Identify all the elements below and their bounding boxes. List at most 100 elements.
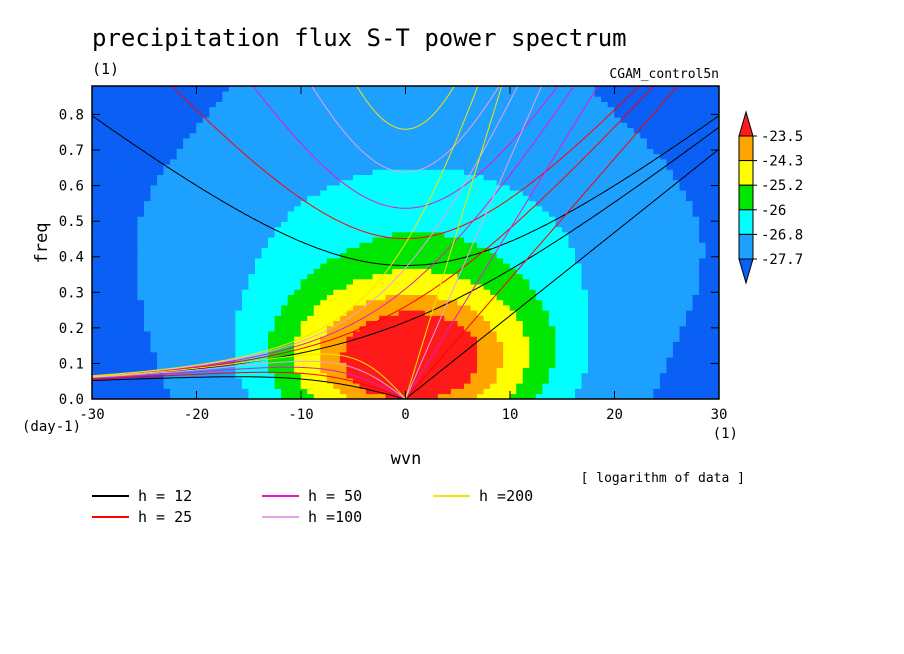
spectrum-cell [385,388,393,395]
spectrum-cell [522,263,530,269]
spectrum-cell [352,190,361,196]
spectrum-cell [183,268,191,275]
spectrum-cell [150,263,158,269]
spectrum-cell [183,372,191,379]
spectrum-cell [294,341,302,348]
spectrum-cell [614,216,622,222]
spectrum-cell [215,221,223,228]
spectrum-cell [457,179,465,186]
spectrum-cell [627,221,635,228]
spectrum-cell [183,283,191,290]
spectrum-cell [163,247,171,254]
spectrum-cell [385,216,393,222]
spectrum-cell [307,190,315,196]
spectrum-cell [457,200,465,207]
spectrum-cell [601,336,609,342]
spectrum-cell [320,351,328,358]
spectrum-cell [104,294,112,301]
spectrum-cell [307,117,315,123]
spectrum-cell [346,356,354,363]
spectrum-cell [470,158,478,165]
spectrum-cell [450,132,459,139]
spectrum-cell [222,184,230,191]
spectrum-cell [137,236,145,243]
spectrum-cell [346,122,354,129]
spectrum-cell [359,231,367,238]
spectrum-cell [117,96,125,102]
spectrum-cell [418,86,426,92]
spectrum-cell [307,283,315,290]
spectrum-cell [157,351,165,358]
spectrum-cell [215,106,223,113]
spectrum-cell [261,122,269,129]
spectrum-cell [542,320,550,327]
spectrum-cell [222,210,230,217]
spectrum-cell [307,184,315,191]
spectrum-cell [117,315,125,322]
spectrum-cell [130,299,139,306]
spectrum-cell [372,383,380,389]
spectrum-cell [516,252,524,259]
spectrum-cell [411,195,419,202]
spectrum-cell [111,320,119,327]
spectrum-cell [92,106,99,113]
spectrum-cell [254,346,263,353]
spectrum-cell [117,336,125,342]
spectrum-cell [254,226,263,233]
spectrum-cell [561,174,570,181]
spectrum-cell [339,90,348,97]
spectrum-cell [215,111,223,118]
spectrum-cell [627,315,635,322]
spectrum-cell [143,148,152,155]
spectrum-cell [281,195,289,202]
spectrum-cell [555,158,563,165]
spectrum-cell [157,205,165,212]
spectrum-cell [235,304,243,311]
spectrum-cell [176,174,184,181]
spectrum-cell [235,117,243,123]
spectrum-cell [326,372,334,379]
spectrum-cell [313,257,321,264]
spectrum-cell [287,96,295,102]
spectrum-cell [176,315,184,322]
spectrum-cell [98,320,106,327]
spectrum-cell [215,122,223,129]
spectrum-cell [150,257,158,264]
spectrum-cell [607,195,615,202]
spectrum-cell [398,315,406,322]
spectrum-cell [490,153,498,160]
spectrum-cell [222,132,230,139]
spectrum-cell [150,315,158,322]
spectrum-cell [254,117,263,123]
spectrum-cell [163,111,171,118]
spectrum-cell [222,242,230,249]
spectrum-cell [575,252,583,259]
spectrum-cell [241,117,250,123]
spectrum-cell [137,226,145,233]
spectrum-cell [104,320,112,327]
spectrum-cell [137,388,145,395]
spectrum-cell [124,122,132,129]
spectrum-cell [143,388,152,395]
spectrum-cell [268,179,276,186]
spectrum-cell [339,336,348,342]
spectrum-cell [535,294,543,301]
spectrum-cell [163,96,171,102]
spectrum-cell [470,137,478,144]
spectrum-cell [196,377,204,384]
spectrum-cell [535,153,543,160]
spectrum-cell [196,294,204,301]
spectrum-cell [261,190,269,196]
spectrum-cell [437,268,445,275]
spectrum-cell [339,200,348,207]
spectrum-cell [614,184,622,191]
spectrum-cell [111,221,119,228]
spectrum-cell [627,299,635,306]
spectrum-cell [450,341,459,348]
spectrum-cell [92,231,99,238]
spectrum-cell [588,96,596,102]
spectrum-cell [281,247,289,254]
spectrum-cell [254,252,263,259]
spectrum-cell [307,289,315,295]
spectrum-cell [463,304,472,311]
